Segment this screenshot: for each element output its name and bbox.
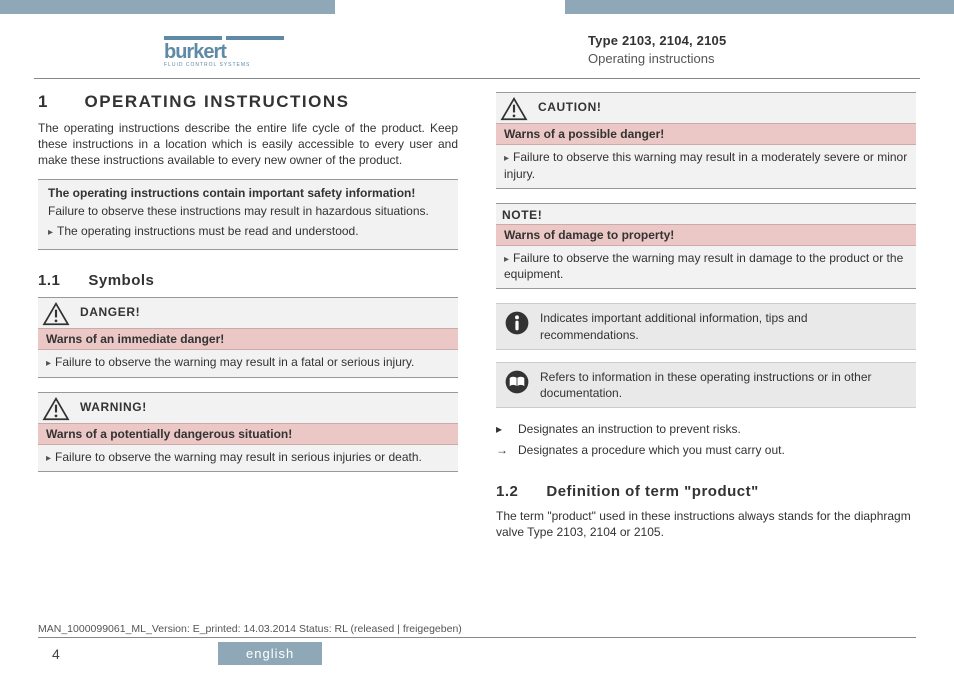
- language-tab: english: [218, 642, 322, 665]
- caution-bar: Warns of a possible danger!: [496, 123, 916, 145]
- brand-tagline: FLUID CONTROL SYSTEMS: [164, 62, 250, 68]
- subsection-1-1-title: Symbols: [88, 272, 154, 289]
- header-divider: [34, 78, 920, 79]
- book-icon: [504, 369, 530, 395]
- content-columns: 1 OPERATING INSTRUCTIONS The operating i…: [38, 92, 916, 619]
- safety-bold: The operating instructions contain impor…: [48, 186, 448, 200]
- safety-bullet: The operating instructions must be read …: [48, 223, 448, 240]
- caution-body: Failure to observe this warning may resu…: [496, 145, 916, 188]
- reference-text: Refers to information in these operating…: [540, 369, 908, 401]
- header: burkert FLUID CONTROL SYSTEMS Type 2103,…: [0, 28, 954, 72]
- info-icon: [504, 310, 530, 336]
- subsection-1-1-number: 1.1: [38, 272, 60, 289]
- footer: MAN_1000099061_ML_Version: E_printed: 14…: [38, 623, 916, 667]
- section-1-intro: The operating instructions describe the …: [38, 120, 458, 169]
- legend-instruction: ▸Designates an instruction to prevent ri…: [496, 420, 916, 439]
- brand-wordmark: burkert: [164, 41, 227, 63]
- subsection-1-1-heading: 1.1 Symbols: [38, 272, 458, 289]
- caution-header: CAUTION!: [496, 93, 916, 123]
- warning-bar: Warns of a potentially dangerous situati…: [38, 423, 458, 445]
- warning-body: Failure to observe the warning may resul…: [38, 445, 458, 472]
- danger-label: DANGER!: [80, 302, 140, 319]
- danger-notice: DANGER! Warns of an immediate danger! Fa…: [38, 297, 458, 378]
- info-box: Indicates important additional informati…: [496, 303, 916, 349]
- caution-label: CAUTION!: [538, 97, 601, 114]
- page-number: 4: [38, 646, 98, 662]
- top-tab-gap: [335, 0, 565, 14]
- safety-info-box: The operating instructions contain impor…: [38, 179, 458, 251]
- section-1-number: 1: [38, 92, 48, 112]
- info-text: Indicates important additional informati…: [540, 310, 908, 342]
- caution-notice: CAUTION! Warns of a possible danger! Fai…: [496, 92, 916, 189]
- type-line: Type 2103, 2104, 2105: [588, 32, 912, 50]
- note-label: NOTE!: [496, 204, 916, 224]
- danger-body: Failure to observe the warning may resul…: [38, 350, 458, 377]
- right-column: CAUTION! Warns of a possible danger! Fai…: [496, 92, 916, 619]
- safety-line: Failure to observe these instructions ma…: [48, 203, 448, 219]
- section-1-title: OPERATING INSTRUCTIONS: [84, 92, 349, 112]
- warning-label: WARNING!: [80, 397, 147, 414]
- left-column: 1 OPERATING INSTRUCTIONS The operating i…: [38, 92, 458, 619]
- top-tab-right: [565, 0, 954, 14]
- note-notice: NOTE! Warns of damage to property! Failu…: [496, 203, 916, 290]
- danger-header: DANGER!: [38, 298, 458, 328]
- legend-procedure: →Designates a procedure which you must c…: [496, 441, 916, 460]
- warning-notice: WARNING! Warns of a potentially dangerou…: [38, 392, 458, 473]
- brand-logo: burkert FLUID CONTROL SYSTEMS: [0, 32, 448, 68]
- subsection-1-2-heading: 1.2 Definition of term "product": [496, 483, 916, 500]
- page: burkert FLUID CONTROL SYSTEMS Type 2103,…: [0, 0, 954, 673]
- section-1-heading: 1 OPERATING INSTRUCTIONS: [38, 92, 458, 112]
- footer-row: 4 english: [38, 642, 916, 665]
- subsection-1-2-number: 1.2: [496, 483, 518, 500]
- warning-triangle-icon: [42, 302, 70, 326]
- danger-bar: Warns of an immediate danger!: [38, 328, 458, 350]
- warning-triangle-icon: [500, 97, 528, 121]
- subsection-1-2-title: Definition of term "product": [546, 483, 758, 500]
- header-subtitle: Operating instructions: [588, 50, 912, 68]
- definition-body: The term "product" used in these instruc…: [496, 508, 916, 540]
- header-right: Type 2103, 2104, 2105 Operating instruct…: [448, 32, 912, 67]
- note-bar: Warns of damage to property!: [496, 224, 916, 246]
- top-tab-left: [0, 0, 335, 14]
- reference-box: Refers to information in these operating…: [496, 362, 916, 408]
- warning-triangle-icon: [42, 397, 70, 421]
- top-tab-bar: [0, 0, 954, 14]
- warning-header: WARNING!: [38, 393, 458, 423]
- arrow-right-icon: →: [496, 441, 518, 460]
- footer-revision: MAN_1000099061_ML_Version: E_printed: 14…: [38, 623, 916, 638]
- note-body: Failure to observe the warning may resul…: [496, 246, 916, 289]
- triangle-bullet-icon: ▸: [496, 420, 518, 439]
